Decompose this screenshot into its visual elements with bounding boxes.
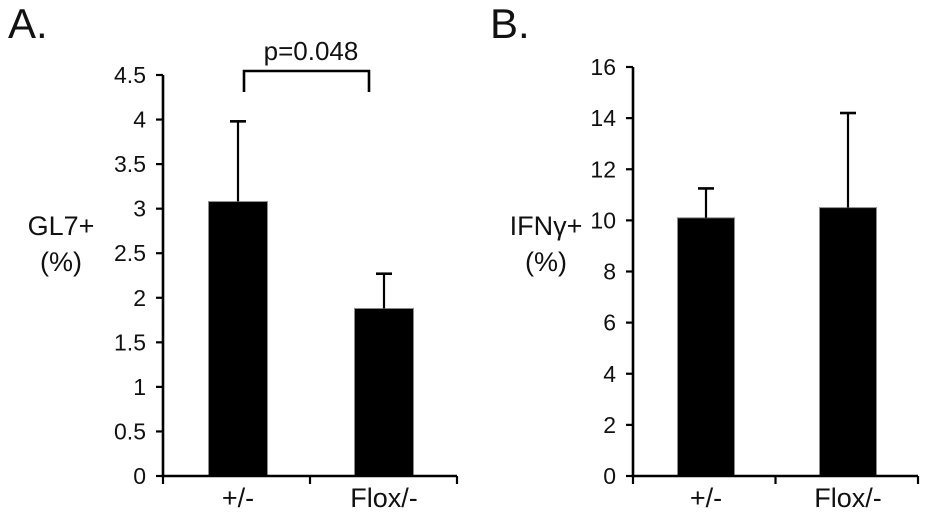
y-tick-label-A: 3: [133, 196, 146, 222]
panel-a-y-axis-label: GL7+ (%): [27, 211, 95, 277]
y-tick-label-A: 2.5: [114, 240, 146, 266]
category-label-A-2: Flox/-: [350, 483, 418, 513]
y-tick-label-B: 2: [603, 412, 616, 438]
y-tick-label-B: 4: [603, 361, 616, 387]
y-tick-label-B: 6: [603, 310, 616, 336]
panel-b-letter: B.: [490, 0, 530, 47]
y-tick-label-A: 2: [133, 285, 146, 311]
y-tick-label-A: 0.5: [114, 418, 146, 444]
significance-bracket: [242, 69, 371, 92]
bar-B-2: [819, 207, 877, 477]
y-tick-label-A: 1: [133, 374, 146, 400]
category-label-A-1: +/-: [222, 483, 254, 513]
category-label-B-2: Flox/-: [814, 483, 882, 513]
significance-p-value-label: p=0.048: [263, 36, 359, 66]
y-tick-label-A: 1.5: [114, 329, 146, 355]
y-tick-label-A: 0: [133, 463, 146, 489]
panel-a-letter: A.: [8, 0, 48, 47]
y-tick-label-B: 0: [603, 463, 616, 489]
y-tick-label-B: 10: [590, 207, 616, 233]
y-tick-label-A: 4.5: [114, 62, 146, 88]
y-tick-label-B: 12: [590, 156, 616, 182]
y-tick-label-A: 3.5: [114, 151, 146, 177]
y-tick-label-B: 8: [603, 259, 616, 285]
y-tick-label-B: 14: [590, 105, 616, 131]
y-tick-label-B: 16: [590, 54, 616, 80]
bar-B-1: [677, 217, 735, 477]
y-tick-label-A: 4: [133, 107, 146, 133]
panel-b-y-axis-label: IFNγ+ (%): [509, 211, 583, 277]
bar-A-2: [354, 307, 414, 477]
bar-A-1: [208, 201, 268, 477]
category-label-B-1: +/-: [690, 483, 722, 513]
